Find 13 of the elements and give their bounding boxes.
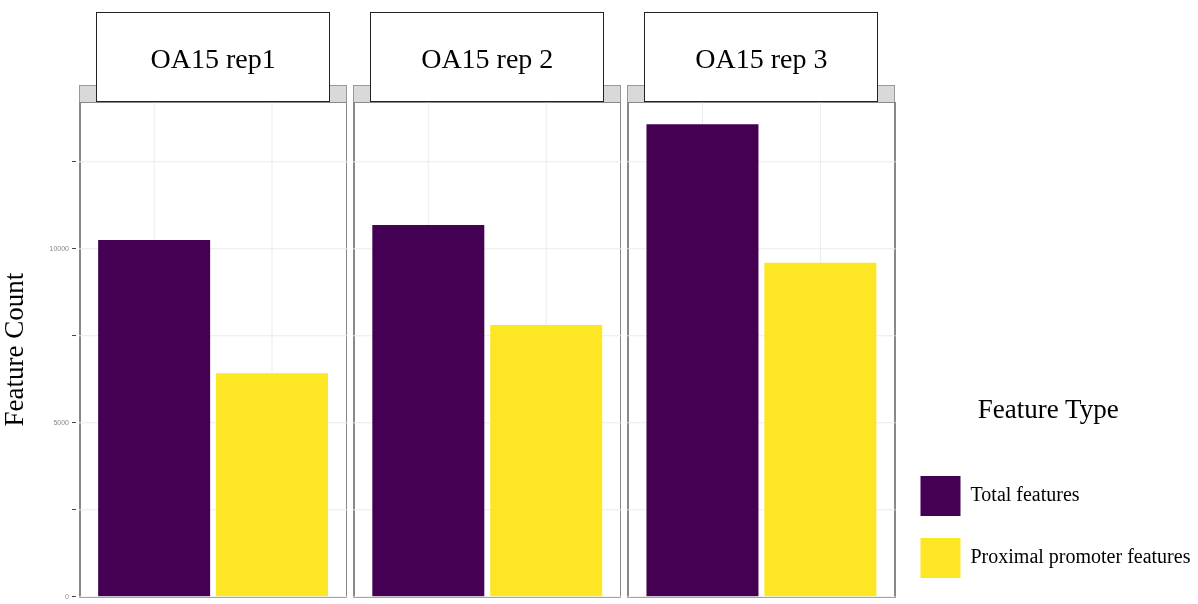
bar [98, 240, 211, 597]
legend-title: Feature Type [977, 394, 1119, 425]
bar [372, 225, 485, 597]
bar [646, 124, 759, 597]
x-tick-label: OA15 rep 3 [695, 43, 828, 75]
y-axis-title: Feature Count [0, 272, 30, 427]
x-tick-label: OA15 rep1 [150, 43, 276, 75]
bar [216, 373, 329, 597]
bar [764, 262, 877, 597]
legend-label: Proximal promoter features [970, 545, 1191, 569]
legend-label: Total features [970, 483, 1080, 506]
x-tick-label: OA15 rep 2 [421, 43, 554, 75]
bar [490, 324, 603, 597]
